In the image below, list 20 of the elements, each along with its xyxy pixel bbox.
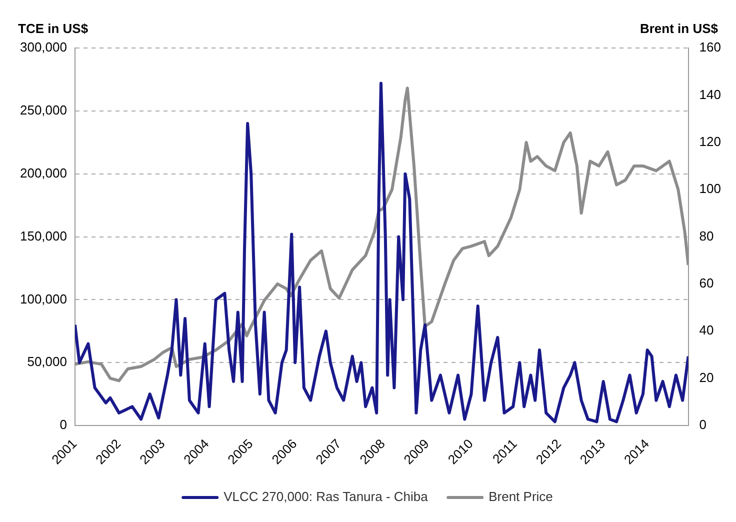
y2-tick-label: 160 (699, 40, 722, 55)
y2-tick-label: 120 (699, 134, 722, 149)
y-tick-label: 250,000 (20, 102, 67, 118)
y-tick-label: 200,000 (20, 165, 67, 180)
y-tick-label: 50,000 (27, 354, 67, 370)
y-axis-title: TCE in US$ (18, 21, 89, 36)
y-tick-label: 150,000 (20, 228, 67, 244)
legend-label: VLCC 270,000: Ras Tanura - Chiba (224, 489, 429, 504)
y-tick-label: 100,000 (20, 291, 67, 306)
y2-tick-label: 0 (699, 417, 707, 432)
y2-tick-label: 80 (699, 228, 714, 244)
y2-axis-title: Brent in US$ (640, 21, 719, 36)
y2-tick-label: 40 (699, 322, 714, 338)
y-tick-label: 0 (60, 417, 67, 432)
y2-tick-label: 60 (699, 276, 714, 291)
legend-label: Brent Price (488, 489, 553, 504)
y-tick-label: 300,000 (20, 40, 67, 55)
y2-tick-label: 140 (699, 86, 722, 102)
y2-tick-label: 100 (699, 181, 722, 196)
y2-tick-label: 20 (699, 370, 714, 385)
